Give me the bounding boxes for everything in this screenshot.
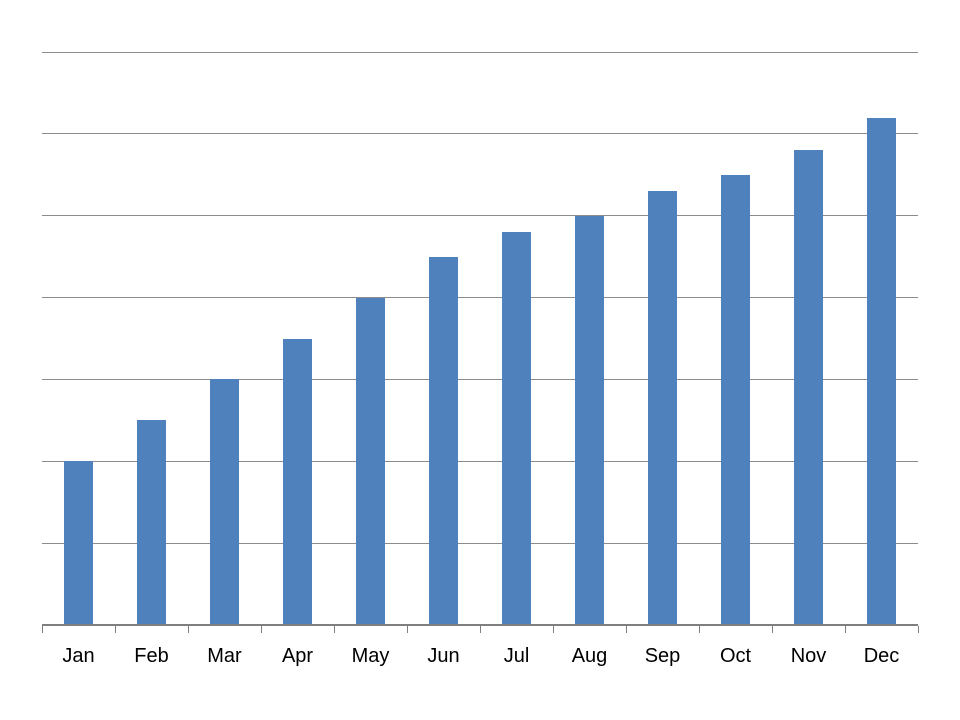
gridline [42,297,918,299]
x-axis-tick [188,626,189,633]
x-axis-label-sep: Sep [644,645,681,667]
x-axis-label-aug: Aug [571,645,608,667]
x-axis-labels: Jan Feb Mar Apr May Jun Jul Aug Sep Oct Nov Dec [42,643,918,671]
x-axis-tick [772,626,773,633]
bar-dec [866,117,897,625]
x-axis-label-nov: Nov [790,645,827,667]
bar-may [355,297,386,625]
x-axis-tick [334,626,335,633]
x-axis-tick [918,626,919,633]
bar-oct [720,174,751,625]
bar-jul [501,232,532,625]
bar-apr [282,338,313,625]
plot-area [42,51,918,626]
bar-jan [63,461,94,625]
x-axis-tick [699,626,700,633]
gridline [42,215,918,217]
x-axis-tick [407,626,408,633]
x-axis-label-dec: Dec [863,645,900,667]
x-axis-line [42,624,918,626]
x-axis-tick [626,626,627,633]
x-axis-label-oct: Oct [719,645,752,667]
x-axis-label-apr: Apr [281,645,314,667]
bar-mar [209,379,240,625]
x-axis-label-feb: Feb [134,645,169,667]
x-axis-label-jun: Jun [427,645,460,667]
x-axis-label-jan: Jan [62,645,95,667]
x-axis-tick [115,626,116,633]
x-axis-tick [845,626,846,633]
x-axis-tick [261,626,262,633]
gridline [42,51,918,53]
bar-nov [793,150,824,625]
gridline [42,460,918,462]
bar-feb [136,420,167,625]
bar-aug [574,215,605,625]
gridline [42,542,918,544]
bar-jun [428,256,459,625]
gridline [42,133,918,135]
x-axis-label-jul: Jul [503,645,530,667]
x-axis-tick [480,626,481,633]
bar-sep [647,191,678,625]
x-axis-label-may: May [351,645,390,667]
x-axis-tick [553,626,554,633]
gridline [42,378,918,380]
x-axis-label-mar: Mar [207,645,242,667]
x-axis-tick [42,626,43,633]
